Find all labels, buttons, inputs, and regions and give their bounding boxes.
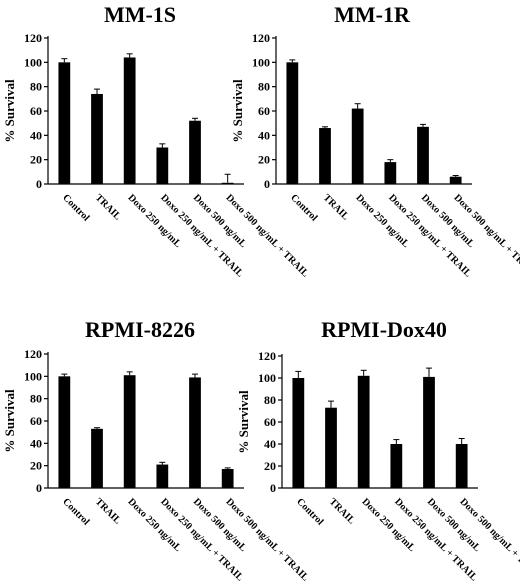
chart-title: MM-1S xyxy=(104,2,176,27)
y-axis-label: % Survival xyxy=(236,390,251,454)
bar xyxy=(292,378,305,488)
y-tick-label: 40 xyxy=(30,436,42,450)
bar xyxy=(319,128,331,184)
x-tick-label: TRAIL xyxy=(327,496,357,526)
y-tick-label: 20 xyxy=(264,459,276,473)
y-tick-label: 100 xyxy=(252,55,270,69)
bar xyxy=(156,147,169,184)
y-tick-label: 0 xyxy=(36,481,42,495)
x-tick-label: Control xyxy=(60,192,91,223)
y-tick-label: 120 xyxy=(258,349,276,363)
y-tick-label: 20 xyxy=(30,459,42,473)
bar xyxy=(449,176,462,184)
chart-title: RPMI-Dox40 xyxy=(321,317,447,342)
y-axis-label: % Survival xyxy=(230,79,245,143)
y-tick-label: 120 xyxy=(24,347,42,361)
y-tick-label: 80 xyxy=(30,80,42,94)
y-tick-label: 100 xyxy=(24,369,42,383)
bar xyxy=(351,108,364,184)
y-tick-label: 60 xyxy=(264,415,276,429)
x-tick-label: Control xyxy=(60,496,91,527)
y-tick-label: 0 xyxy=(264,177,270,191)
x-tick-label: Control xyxy=(288,192,319,223)
y-tick-label: 120 xyxy=(252,31,270,45)
y-tick-label: 20 xyxy=(258,153,270,167)
y-tick-label: 80 xyxy=(264,393,276,407)
y-tick-label: 60 xyxy=(30,414,42,428)
bar xyxy=(58,62,71,185)
bar xyxy=(221,182,234,184)
y-axis-label: % Survival xyxy=(2,389,17,453)
x-tick-label: TRAIL xyxy=(93,496,123,526)
bar xyxy=(221,469,234,488)
x-tick-label: TRAIL xyxy=(321,192,351,222)
chart-title: MM-1R xyxy=(334,2,411,27)
bar xyxy=(417,126,429,184)
bar xyxy=(286,62,299,185)
bar xyxy=(455,444,468,488)
y-tick-label: 80 xyxy=(30,392,42,406)
bar xyxy=(189,377,201,488)
bar xyxy=(156,464,169,488)
y-tick-label: 0 xyxy=(270,481,276,495)
bar xyxy=(384,162,397,184)
bar xyxy=(91,93,103,184)
y-axis-label: % Survival xyxy=(2,79,17,143)
bar xyxy=(325,407,337,488)
bar xyxy=(189,120,201,184)
y-tick-label: 60 xyxy=(30,104,42,118)
bar xyxy=(123,57,136,184)
y-tick-label: 20 xyxy=(30,153,42,167)
bar xyxy=(58,376,71,488)
y-tick-label: 100 xyxy=(24,55,42,69)
bar xyxy=(123,375,136,488)
y-tick-label: 80 xyxy=(258,80,270,94)
x-tick-label: TRAIL xyxy=(93,192,123,222)
bar xyxy=(423,376,435,488)
y-tick-label: 40 xyxy=(258,128,270,142)
y-tick-label: 0 xyxy=(36,177,42,191)
y-tick-label: 100 xyxy=(258,371,276,385)
bar xyxy=(91,428,103,488)
y-tick-label: 40 xyxy=(264,437,276,451)
bar xyxy=(357,375,370,488)
y-tick-label: 40 xyxy=(30,128,42,142)
chart-title: RPMI-8226 xyxy=(85,317,195,342)
y-tick-label: 60 xyxy=(258,104,270,118)
y-tick-label: 120 xyxy=(24,31,42,45)
x-tick-label: Control xyxy=(294,496,325,527)
bar xyxy=(390,444,403,488)
